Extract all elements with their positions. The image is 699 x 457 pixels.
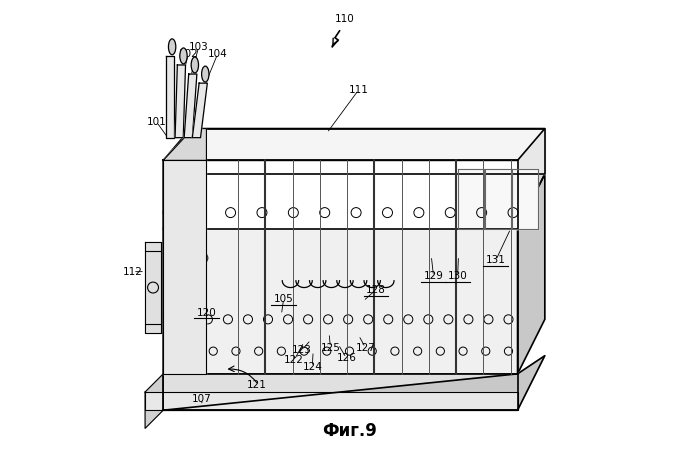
Polygon shape: [512, 170, 538, 228]
Ellipse shape: [180, 48, 187, 64]
Text: 110: 110: [335, 14, 355, 24]
Text: 126: 126: [336, 353, 356, 363]
Polygon shape: [145, 242, 161, 333]
Polygon shape: [458, 170, 484, 228]
Polygon shape: [191, 128, 545, 174]
Text: 101: 101: [147, 117, 166, 127]
Text: 124: 124: [302, 362, 322, 372]
Text: 130: 130: [448, 271, 468, 281]
Text: 103: 103: [189, 42, 208, 52]
Text: 107: 107: [192, 394, 212, 404]
Polygon shape: [164, 228, 517, 374]
Polygon shape: [164, 174, 545, 228]
Text: 111: 111: [349, 85, 368, 95]
Polygon shape: [517, 174, 545, 374]
Text: 128: 128: [366, 285, 386, 295]
Polygon shape: [175, 65, 185, 138]
Text: 129: 129: [424, 271, 443, 281]
Polygon shape: [145, 392, 517, 410]
Polygon shape: [164, 160, 517, 228]
Polygon shape: [164, 128, 545, 160]
Text: 104: 104: [208, 48, 228, 58]
Polygon shape: [164, 374, 517, 410]
Text: 131: 131: [486, 255, 505, 266]
Polygon shape: [145, 374, 164, 428]
Polygon shape: [164, 128, 206, 160]
Text: 102: 102: [178, 48, 198, 58]
Ellipse shape: [191, 57, 199, 73]
Ellipse shape: [201, 66, 209, 82]
Text: 105: 105: [274, 294, 294, 304]
Text: 121: 121: [247, 380, 266, 390]
Polygon shape: [164, 356, 545, 410]
Polygon shape: [485, 170, 511, 228]
Text: 120: 120: [196, 308, 216, 318]
Polygon shape: [166, 56, 174, 138]
Text: 112: 112: [123, 266, 143, 276]
Ellipse shape: [168, 39, 176, 55]
Polygon shape: [164, 160, 206, 374]
Polygon shape: [184, 74, 197, 138]
Text: 127: 127: [356, 342, 375, 352]
Text: 125: 125: [320, 342, 340, 352]
Text: 123: 123: [292, 345, 312, 355]
Text: Фиг.9: Фиг.9: [322, 422, 377, 440]
Text: 122: 122: [284, 355, 304, 365]
Polygon shape: [192, 83, 208, 138]
